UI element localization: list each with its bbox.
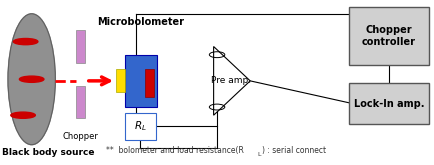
Polygon shape <box>214 47 250 115</box>
Ellipse shape <box>8 14 55 145</box>
Ellipse shape <box>11 112 35 118</box>
FancyBboxPatch shape <box>349 7 429 65</box>
FancyBboxPatch shape <box>145 69 154 97</box>
FancyBboxPatch shape <box>125 113 155 140</box>
Text: L: L <box>257 152 261 157</box>
Text: Black body source: Black body source <box>2 148 94 157</box>
FancyBboxPatch shape <box>349 83 429 124</box>
FancyBboxPatch shape <box>76 30 85 63</box>
Text: Chopper
controller: Chopper controller <box>362 25 416 47</box>
Text: $R_L$: $R_L$ <box>134 119 147 133</box>
FancyBboxPatch shape <box>116 69 125 92</box>
FancyBboxPatch shape <box>76 86 85 118</box>
Text: Chopper: Chopper <box>63 132 99 141</box>
Text: Microbolometer: Microbolometer <box>97 17 184 27</box>
Text: **  bolometer and load resistance(R: ** bolometer and load resistance(R <box>106 146 244 155</box>
FancyBboxPatch shape <box>125 55 157 107</box>
Ellipse shape <box>13 38 38 45</box>
Text: Pre amp.: Pre amp. <box>211 76 251 85</box>
Text: Lock-In amp.: Lock-In amp. <box>354 99 424 109</box>
Ellipse shape <box>20 76 44 82</box>
Text: ) : serial connect: ) : serial connect <box>262 146 326 155</box>
